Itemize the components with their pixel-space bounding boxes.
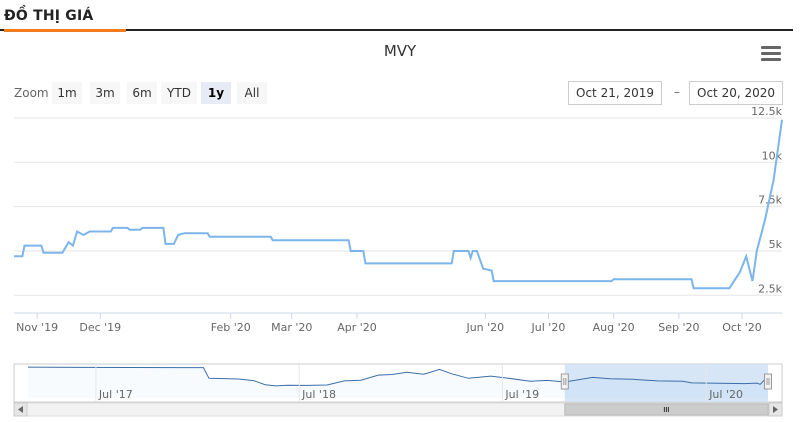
y-tick-label: 10k	[762, 149, 783, 162]
price-series-line	[14, 119, 783, 290]
zoom-label: Zoom	[14, 86, 49, 100]
y-tick-label: 7.5k	[758, 194, 782, 207]
zoom-button-1y[interactable]: 1y	[201, 82, 231, 104]
navigator-handle-left[interactable]	[560, 373, 569, 390]
x-tick-label: Apr '20	[337, 321, 377, 334]
range-from-input[interactable]: Oct 21, 2019	[568, 81, 662, 105]
zoom-button-ytd[interactable]: YTD	[161, 82, 197, 104]
chart-menu-button[interactable]	[761, 46, 781, 62]
range-separator: –	[674, 85, 680, 99]
x-tick-label: Jun '20	[465, 321, 504, 334]
range-to-input[interactable]: Oct 20, 2020	[689, 81, 783, 105]
section-accent-bar	[4, 29, 126, 32]
x-tick-label: Aug '20	[593, 321, 635, 334]
x-tick-label: Mar '20	[271, 321, 312, 334]
zoom-button-6m[interactable]: 6m	[127, 82, 157, 104]
x-tick-label: Dec '19	[79, 321, 121, 334]
navigator-series-line	[27, 366, 769, 387]
navigator-tick-label: Jul '17	[98, 388, 133, 401]
section-header: ĐỒ THỊ GIÁ	[0, 0, 793, 32]
arrow-left-icon	[18, 406, 23, 413]
x-tick-label: Nov '19	[16, 321, 58, 334]
hamburger-icon-bar	[761, 52, 781, 55]
navigator[interactable]: Jul '17 Jul '18 Jul '19 Jul '20	[13, 363, 783, 403]
x-tick-label: Sep '20	[658, 321, 699, 334]
zoom-button-all[interactable]: All	[237, 82, 267, 104]
y-tick-label: 5k	[769, 238, 783, 251]
scrollbar[interactable]	[13, 402, 783, 417]
section-divider	[0, 29, 793, 31]
section-title: ĐỒ THỊ GIÁ	[4, 8, 94, 24]
x-tick-label: Oct '20	[722, 321, 762, 334]
navigator-handle-right[interactable]	[764, 373, 772, 390]
x-tick-label: Feb '20	[211, 321, 251, 334]
arrow-right-icon	[773, 406, 778, 413]
scrollbar-grip-icon	[663, 407, 669, 412]
zoom-button-1m[interactable]: 1m	[52, 82, 82, 104]
hamburger-icon-bar	[761, 46, 781, 49]
x-tick-label: Jul '20	[531, 321, 566, 334]
zoom-button-3m[interactable]: 3m	[90, 82, 120, 104]
navigator-tick-label: Jul '19	[504, 388, 539, 401]
hamburger-icon-bar	[761, 58, 781, 61]
chart-title: MVY	[383, 42, 417, 60]
grid-lines	[14, 117, 782, 314]
navigator-tick-label: Jul '18	[301, 388, 336, 401]
navigator-series-area	[28, 367, 768, 398]
y-tick-label: 12.5k	[751, 105, 782, 118]
y-tick-label: 2.5k	[758, 282, 782, 295]
x-axis-ticks: Nov '19 Dec '19 Feb '20 Mar '20 Apr '20 Jun '…	[16, 313, 762, 334]
y-axis-ticks: 2.5k 5k 7.5k 10k 12.5k	[751, 105, 782, 295]
navigator-x-ticks: Jul '17 Jul '18 Jul '19 Jul '20	[95, 364, 743, 402]
navigator-tick-label: Jul '20	[708, 388, 743, 401]
